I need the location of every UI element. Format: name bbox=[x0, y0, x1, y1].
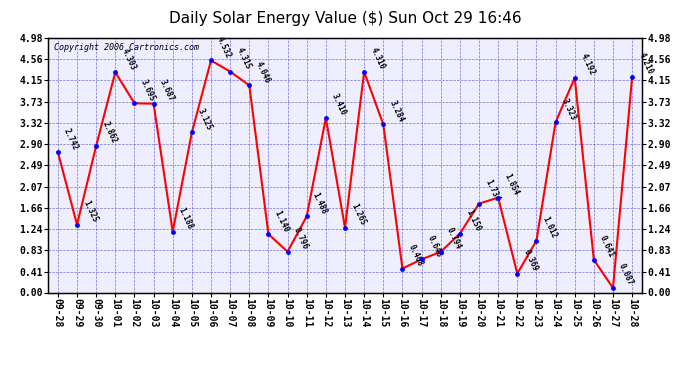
Point bbox=[206, 57, 217, 63]
Text: 1.854: 1.854 bbox=[502, 172, 520, 197]
Text: 3.687: 3.687 bbox=[158, 78, 176, 103]
Text: 3.284: 3.284 bbox=[388, 99, 406, 124]
Text: 1.325: 1.325 bbox=[81, 199, 99, 224]
Text: 4.310: 4.310 bbox=[368, 46, 386, 71]
Point bbox=[72, 222, 83, 228]
Point bbox=[397, 266, 408, 272]
Point bbox=[320, 115, 331, 121]
Text: 1.188: 1.188 bbox=[177, 206, 195, 231]
Text: Daily Solar Energy Value ($) Sun Oct 29 16:46: Daily Solar Energy Value ($) Sun Oct 29 … bbox=[168, 11, 522, 26]
Text: 1.265: 1.265 bbox=[349, 202, 367, 227]
Point bbox=[416, 256, 427, 262]
Point bbox=[531, 238, 542, 244]
Point bbox=[244, 82, 255, 88]
Text: 2.862: 2.862 bbox=[100, 120, 118, 145]
Point bbox=[607, 285, 618, 291]
Text: 0.796: 0.796 bbox=[292, 226, 310, 251]
Text: 0.794: 0.794 bbox=[445, 226, 463, 251]
Point bbox=[90, 143, 101, 149]
Point bbox=[52, 149, 63, 155]
Text: 3.410: 3.410 bbox=[330, 92, 348, 117]
Point bbox=[225, 69, 236, 75]
Point bbox=[129, 100, 140, 106]
Text: 4.046: 4.046 bbox=[253, 60, 271, 84]
Point bbox=[493, 195, 504, 201]
Point bbox=[263, 231, 274, 237]
Text: 1.734: 1.734 bbox=[483, 178, 501, 203]
Point bbox=[512, 271, 523, 277]
Text: 4.210: 4.210 bbox=[636, 51, 654, 76]
Text: 3.323: 3.323 bbox=[560, 97, 578, 122]
Text: 3.695: 3.695 bbox=[139, 78, 157, 102]
Text: 2.742: 2.742 bbox=[62, 126, 80, 152]
Text: 0.648: 0.648 bbox=[426, 234, 444, 258]
Point bbox=[589, 256, 600, 262]
Point bbox=[339, 225, 351, 231]
Text: 0.087: 0.087 bbox=[617, 262, 635, 287]
Text: Copyright 2006 Cartronics.com: Copyright 2006 Cartronics.com bbox=[55, 43, 199, 52]
Point bbox=[627, 74, 638, 80]
Text: 4.532: 4.532 bbox=[215, 35, 233, 60]
Text: 4.192: 4.192 bbox=[579, 52, 597, 77]
Point bbox=[569, 75, 580, 81]
Text: 1.140: 1.140 bbox=[273, 209, 290, 233]
Point bbox=[167, 229, 178, 235]
Text: 1.012: 1.012 bbox=[540, 215, 558, 240]
Text: 3.125: 3.125 bbox=[196, 107, 214, 132]
Point bbox=[550, 119, 561, 125]
Text: 0.641: 0.641 bbox=[598, 234, 616, 259]
Point bbox=[148, 101, 159, 107]
Text: 1.488: 1.488 bbox=[311, 191, 329, 216]
Point bbox=[359, 69, 370, 75]
Point bbox=[302, 213, 313, 219]
Text: 4.303: 4.303 bbox=[119, 46, 137, 71]
Point bbox=[377, 122, 388, 128]
Point bbox=[454, 231, 465, 237]
Point bbox=[435, 249, 446, 255]
Text: 0.369: 0.369 bbox=[522, 248, 540, 273]
Text: 4.315: 4.315 bbox=[235, 46, 253, 71]
Point bbox=[282, 249, 293, 255]
Text: 0.468: 0.468 bbox=[406, 243, 424, 268]
Point bbox=[110, 69, 121, 75]
Point bbox=[473, 201, 484, 207]
Point bbox=[186, 129, 197, 135]
Text: 1.150: 1.150 bbox=[464, 208, 482, 233]
